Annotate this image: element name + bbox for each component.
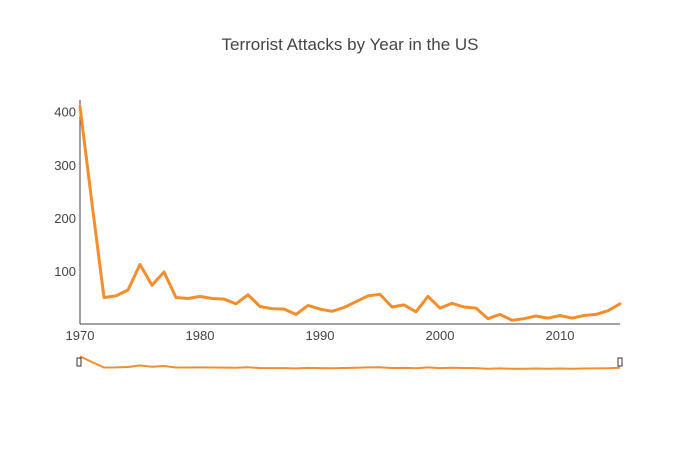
x-tick-label: 1990 [306, 328, 335, 343]
y-tick-label: 300 [54, 158, 76, 173]
range-slider-left-handle[interactable] [76, 357, 82, 367]
y-tick-label: 400 [54, 105, 76, 120]
range-slider-line [79, 355, 621, 370]
y-tick-label: 200 [54, 211, 76, 226]
range-slider-right-handle[interactable] [617, 357, 623, 367]
series-line [78, 104, 622, 322]
y-axis: 100 200 300 400 [54, 105, 76, 279]
y-tick-label: 100 [54, 264, 76, 279]
chart-title: Terrorist Attacks by Year in the US [221, 35, 478, 54]
range-slider[interactable] [76, 355, 623, 370]
x-tick-label: 2010 [546, 328, 575, 343]
x-axis: 1970 1980 1990 2000 2010 [66, 328, 575, 343]
x-tick-label: 1980 [186, 328, 215, 343]
x-tick-label: 2000 [426, 328, 455, 343]
x-tick-label: 1970 [66, 328, 95, 343]
